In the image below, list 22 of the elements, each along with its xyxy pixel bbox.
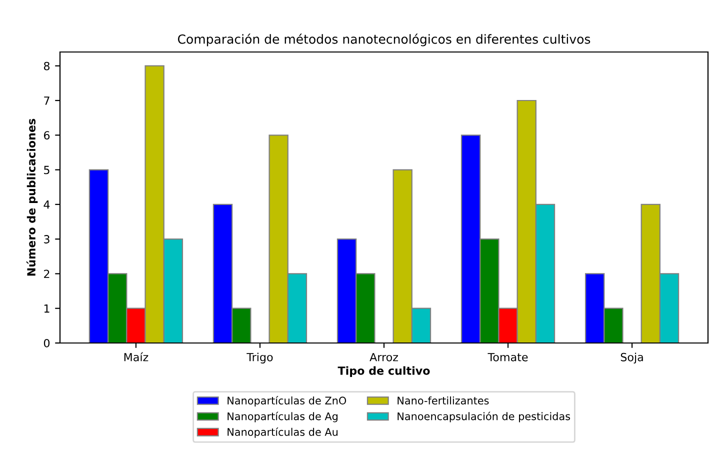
y-tick-label: 4 <box>44 200 50 209</box>
y-tick-label: 0 <box>44 338 50 348</box>
y-tick-label: 1 <box>44 304 50 313</box>
y-tick-label: 2 <box>44 270 50 278</box>
x-tick-label: Arroz <box>370 353 398 362</box>
y-axis-title: Número de publicaciones <box>26 118 38 276</box>
x-tick-label: Maíz <box>124 352 148 362</box>
y-tick-label: 6 <box>44 131 50 140</box>
legend-label: Nanopartículas de Au <box>228 427 338 438</box>
legend-label: Nanopartículas de Ag <box>228 412 338 422</box>
legend-label: Nano-fertilizantes <box>398 396 489 405</box>
y-tick-label: 7 <box>44 96 50 105</box>
legend-label: Nanoencapsulación de pesticidas <box>398 412 570 422</box>
legend-label: Nanopartículas de ZnO <box>228 396 346 407</box>
y-tick-label: 5 <box>44 166 50 174</box>
y-tick-label: 8 <box>44 62 50 70</box>
x-axis-title: Tipo de cultivo <box>338 366 430 378</box>
x-tick-label: Tomate <box>488 353 528 362</box>
x-tick-label: Trigo <box>246 352 273 364</box>
x-tick-label: Soja <box>620 352 643 364</box>
y-tick-label: 3 <box>44 235 50 244</box>
chart-title: Comparación de métodos nanotecnológicos en diferentes cultivos <box>178 34 590 46</box>
